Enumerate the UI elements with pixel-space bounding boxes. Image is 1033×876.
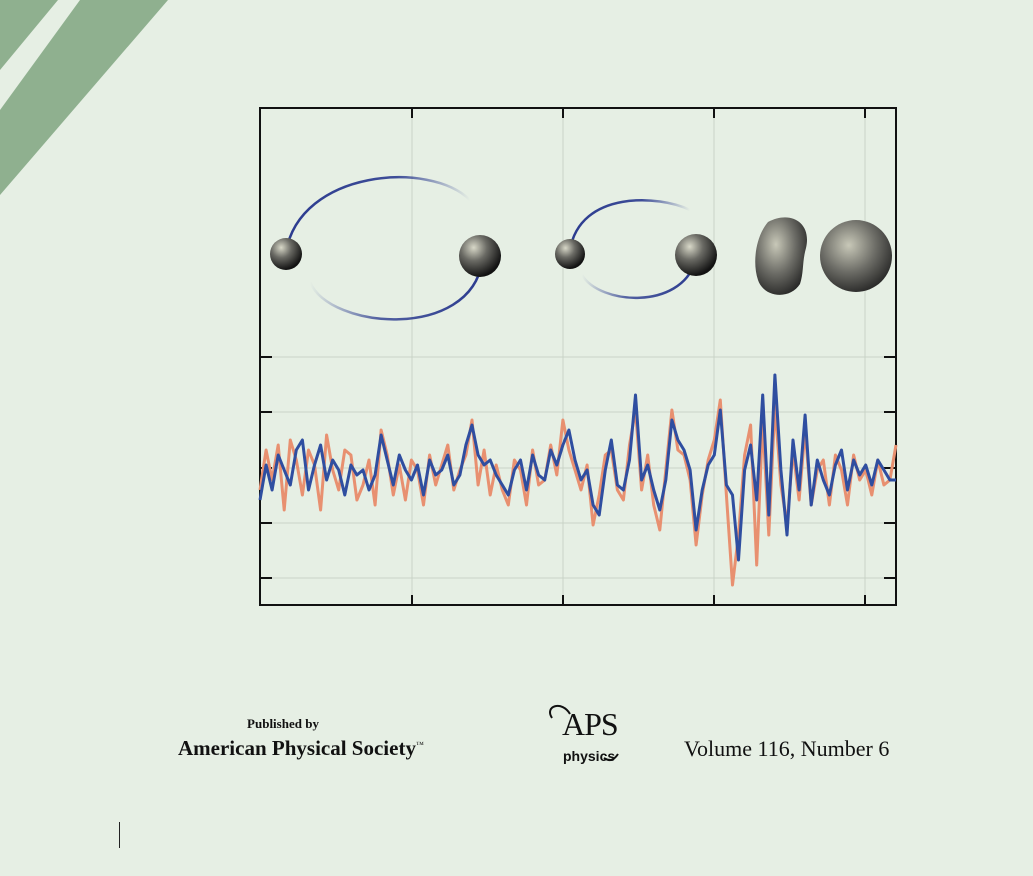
orbit-small-top bbox=[568, 199, 691, 251]
binary-merger-illustration bbox=[270, 176, 892, 321]
plot-ticks bbox=[260, 108, 896, 605]
orbit-large-bottom bbox=[308, 261, 484, 321]
merging-black-hole bbox=[755, 217, 808, 295]
aps-logo-word: APS bbox=[562, 706, 619, 742]
black-hole-3 bbox=[555, 239, 585, 269]
series-line-blue bbox=[258, 373, 896, 562]
final-black-hole bbox=[820, 220, 892, 292]
society-name: American Physical Society™ bbox=[178, 732, 424, 761]
black-hole-1 bbox=[270, 238, 302, 270]
aps-logo-sub: physics bbox=[563, 748, 616, 764]
society-name-text: American Physical Society bbox=[178, 736, 416, 760]
published-by-label: Published by bbox=[247, 716, 319, 731]
series-line-orange bbox=[258, 398, 898, 587]
aps-logo-icon bbox=[549, 704, 619, 762]
black-hole-2 bbox=[459, 235, 501, 277]
trademark-mark: ™ bbox=[415, 740, 424, 749]
black-hole-4 bbox=[675, 234, 717, 276]
waveform-series bbox=[258, 373, 898, 587]
margin-rule bbox=[119, 822, 120, 848]
orbit-small-bottom bbox=[580, 261, 697, 300]
corner-stripes bbox=[0, 0, 168, 195]
publisher-block: Published by American Physical Society™ bbox=[178, 716, 424, 761]
volume-number: Volume 116, Number 6 bbox=[684, 736, 890, 761]
orbit-large-top bbox=[284, 176, 471, 253]
